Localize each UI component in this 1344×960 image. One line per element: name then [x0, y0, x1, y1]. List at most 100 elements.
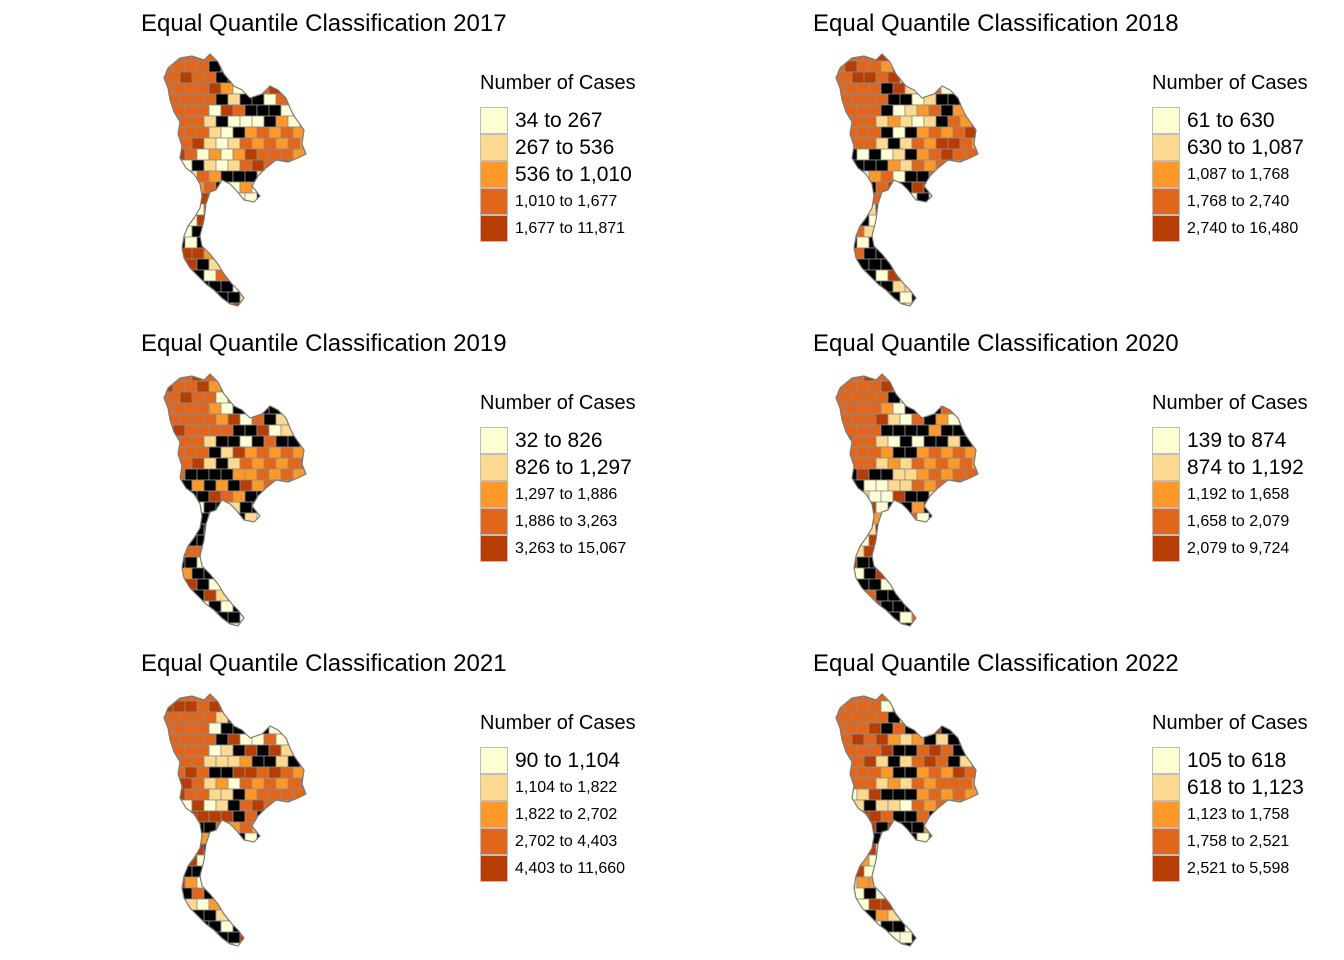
province-region [184, 876, 198, 889]
legend: Number of Cases 61 to 630 630 to 1,087 1… [1152, 72, 1308, 242]
province-region [868, 380, 882, 393]
province-region [251, 777, 265, 790]
province-region [164, 512, 174, 525]
province-region [868, 788, 882, 801]
province-region [208, 302, 222, 306]
province-region [203, 457, 217, 470]
province-region [191, 435, 205, 448]
province-region [940, 942, 954, 946]
province-region [911, 501, 925, 514]
province-region [232, 126, 246, 139]
province-region [256, 854, 270, 867]
thailand-choropleth-map [835, 373, 979, 627]
province-region [220, 578, 234, 591]
province-region [232, 744, 246, 757]
province-region [263, 374, 277, 382]
province-region [964, 898, 978, 911]
province-region [875, 865, 889, 878]
province-region [964, 622, 978, 626]
province-region [280, 192, 294, 205]
province-region [251, 457, 265, 470]
legend-item: 1,822 to 2,702 [480, 801, 636, 828]
province-region [287, 843, 301, 856]
legend-swatch [480, 801, 508, 828]
province-region [836, 887, 841, 900]
province-region [935, 93, 949, 106]
province-region [227, 435, 241, 448]
province-region [280, 490, 294, 503]
province-region [304, 766, 306, 779]
province-region [280, 556, 294, 569]
province-region [172, 942, 186, 946]
province-region [916, 380, 930, 393]
province-region [304, 600, 306, 613]
province-region [899, 567, 913, 580]
province-region [856, 126, 870, 139]
province-region [875, 93, 889, 106]
province-region [887, 694, 901, 702]
province-region [928, 876, 942, 889]
legend-item: 105 to 618 [1152, 747, 1308, 774]
province-region [899, 54, 913, 62]
province-region [899, 435, 913, 448]
province-region [836, 280, 846, 293]
province-region [863, 93, 877, 106]
province-region [911, 225, 925, 238]
province-region [844, 854, 858, 867]
country-border [835, 693, 979, 947]
province-region [856, 446, 870, 459]
province-region [164, 567, 169, 580]
province-region [164, 865, 169, 878]
province-region [911, 181, 925, 194]
province-region [167, 711, 181, 724]
province-region [952, 766, 966, 779]
province-region [887, 203, 901, 216]
province-region [856, 192, 870, 205]
province-region [251, 887, 265, 900]
province-region [179, 711, 193, 724]
province-region [856, 82, 870, 95]
province-region [880, 876, 894, 889]
province-region [208, 446, 222, 459]
province-region [203, 694, 217, 702]
province-region [875, 694, 889, 702]
province-region [280, 534, 294, 547]
province-region [304, 424, 306, 437]
province-region [244, 258, 258, 271]
legend-label: 90 to 1,104 [515, 748, 621, 772]
province-region [940, 302, 954, 306]
province-region [880, 722, 894, 735]
province-region [203, 391, 217, 404]
province-region [880, 468, 894, 481]
province-region [875, 755, 889, 768]
province-region [227, 931, 241, 944]
province-region [839, 115, 853, 128]
province-region [304, 556, 306, 569]
province-region [976, 832, 978, 845]
province-region [952, 722, 966, 735]
province-region [875, 479, 889, 492]
province-region [964, 192, 978, 205]
province-region [184, 380, 198, 393]
province-region [275, 391, 289, 404]
province-region [947, 181, 961, 194]
province-region [959, 374, 973, 382]
province-region [940, 468, 954, 481]
province-region [911, 479, 925, 492]
province-region [280, 898, 294, 911]
province-region [976, 534, 978, 547]
province-region [964, 722, 978, 735]
province-region [263, 413, 277, 426]
province-region [220, 898, 234, 911]
province-region [856, 60, 870, 73]
province-region [892, 766, 906, 779]
province-region [899, 887, 913, 900]
province-region [836, 755, 841, 768]
province-region [227, 589, 241, 602]
province-region [220, 236, 234, 249]
province-region [928, 578, 942, 591]
province-region [868, 468, 882, 481]
province-region [887, 843, 901, 856]
province-region [916, 82, 930, 95]
province-region [244, 402, 258, 415]
